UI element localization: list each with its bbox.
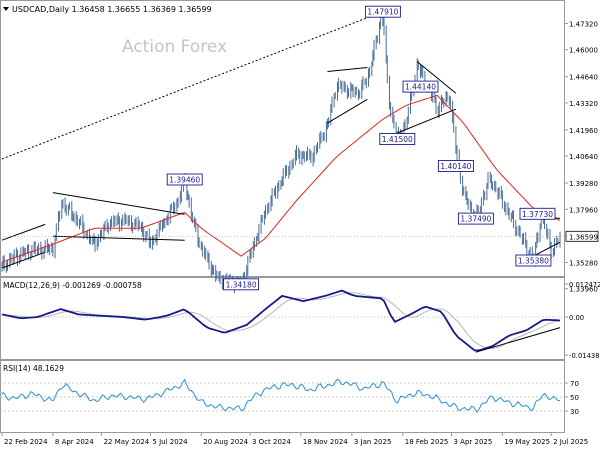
trend-line <box>1 223 46 241</box>
x-tick-label: 3 Oct 2024 <box>252 438 291 446</box>
price-y-tick-label: 1.40640 <box>569 153 598 161</box>
macd-layer <box>0 289 564 353</box>
price-panel-frame <box>0 0 565 277</box>
price-annotation-label: 1.34180 <box>226 280 257 289</box>
macd-y-tick-label: -0.014389 <box>569 352 600 360</box>
macd-y-tick-label: 0.012472 <box>569 281 600 289</box>
trend-line <box>327 98 368 124</box>
x-tick-label: 18 Nov 2024 <box>303 438 348 446</box>
rsi-line <box>1 378 561 413</box>
price-y-tick-label: 1.36599 <box>569 233 598 241</box>
price-annotation-box <box>402 80 439 93</box>
price-annotation-box <box>515 254 552 267</box>
price-y-tick-label: 1.44640 <box>569 74 598 82</box>
trend-line <box>397 108 457 134</box>
price-annotation-box <box>379 133 416 145</box>
x-tick-label: 5 Jul 2024 <box>152 438 188 446</box>
price-y-tick-label: 1.43320 <box>569 100 598 108</box>
price-annotation-label: 1.44140 <box>405 83 436 92</box>
trend-line <box>1 251 46 269</box>
macd-signal-line <box>1 292 561 350</box>
rsi-layer <box>0 378 564 413</box>
price-annotation-label: 1.37730 <box>522 210 553 219</box>
price-annotation-label: 1.40140 <box>440 162 471 171</box>
x-tick-label: 18 Feb 2025 <box>405 438 449 446</box>
price-annotation-label: 1.39460 <box>169 176 200 185</box>
price-y-tick-label: 1.33960 <box>569 286 598 294</box>
price-annotation-label: 1.41500 <box>382 135 413 144</box>
dropdown-triangle-icon[interactable] <box>3 7 9 11</box>
macd-y-tick-label: 0.00 <box>569 314 584 322</box>
trend-line <box>533 241 561 257</box>
watermark: Action Forex <box>122 37 227 57</box>
price-annotation-box <box>519 207 556 220</box>
price-annotation-box <box>364 5 401 18</box>
rsi-label: RSI(14) 48.1629 <box>3 364 64 373</box>
rsi-y-tick-label: 30 <box>570 408 579 416</box>
x-tick-label: 20 Aug 2024 <box>203 438 248 446</box>
price-annotation-label: 1.47910 <box>367 8 398 17</box>
price-annotation-label: 1.37490 <box>460 215 491 224</box>
price-annotation-box <box>457 212 494 225</box>
symbol-ohlc-text: USDCAD,Daily 1.36458 1.36655 1.36369 1.3… <box>12 5 212 14</box>
price-y-tick-label: 1.39280 <box>569 180 598 188</box>
rsi-y-tick-label: 70 <box>570 380 579 388</box>
current-price-box <box>565 230 599 242</box>
macd-trend-line <box>475 327 561 353</box>
x-tick-label: 3 Jan 2025 <box>354 438 392 446</box>
macd-label: MACD(12,26,9) -0.001269 -0.000758 <box>3 281 142 290</box>
trend-line <box>1 11 384 160</box>
x-tick-label: 8 Apr 2024 <box>55 438 94 446</box>
price-y-tick-label: 1.35280 <box>569 260 598 268</box>
price-annotation-label: 1.35380 <box>518 257 549 266</box>
x-tick-label: 22 Feb 2024 <box>4 438 48 446</box>
price-y-tick-label: 1.46000 <box>569 47 598 55</box>
price-y-tick-label: 1.37960 <box>569 206 598 214</box>
trend-line <box>416 61 457 94</box>
rsi-y-tick-label: 50 <box>570 394 579 402</box>
rsi-panel-frame <box>0 360 565 433</box>
trend-line <box>52 192 185 215</box>
x-tick-label: 19 May 2025 <box>504 438 550 446</box>
price-layer: 1.39460 1.34180 1.47910 1.41500 1.44140 1.401… <box>0 5 564 293</box>
trend-line <box>327 67 368 72</box>
moving-average-line <box>1 94 561 263</box>
price-y-tick-label: 1.47320 <box>569 21 598 29</box>
price-annotation-box <box>166 173 203 186</box>
axes-layer: 1.47320 1.46000 1.44640 1.43320 1.41960 1.406… <box>1 21 600 446</box>
x-tick-label: 3 Apr 2025 <box>454 438 493 446</box>
macd-line <box>1 289 561 352</box>
trend-line <box>52 235 185 241</box>
price-y-tick-label: 1.41960 <box>569 127 598 135</box>
price-annotation-box <box>223 278 260 291</box>
x-tick-label: 22 May 2024 <box>104 438 150 446</box>
x-tick-label: 2 Jul 2025 <box>553 438 588 446</box>
price-annotation-box <box>437 160 474 172</box>
